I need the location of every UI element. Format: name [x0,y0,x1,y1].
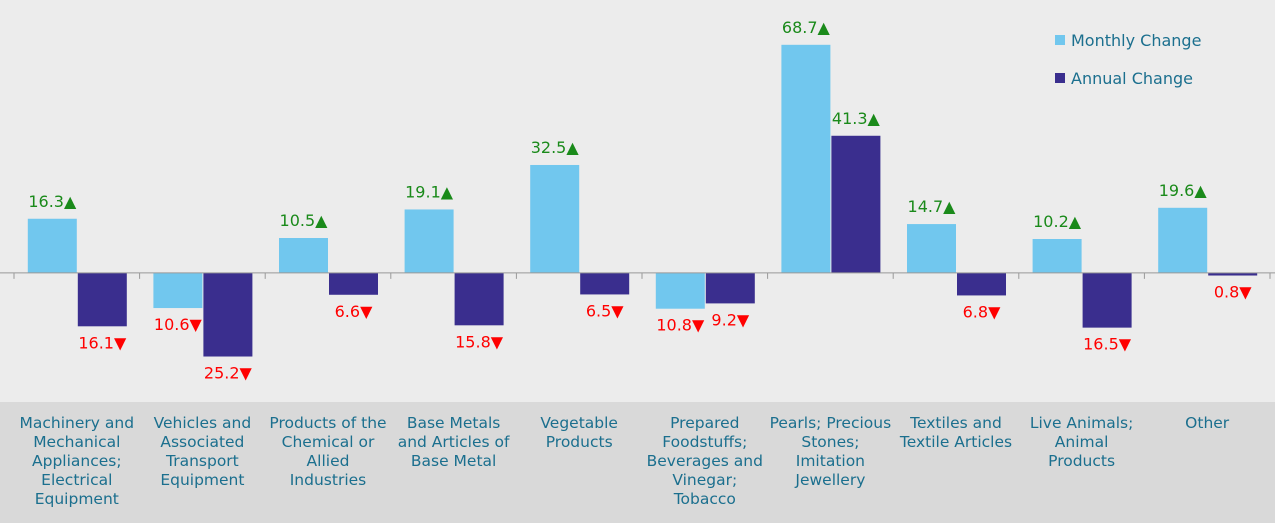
x-tick-label: Pearls; Precious Stones; Imitation Jewel… [769,414,892,489]
data-label: 19.1▲ [405,182,454,201]
data-label: 6.6▼ [335,302,373,321]
data-label: 15.8▼ [455,332,504,351]
x-tick-label: Vegetable Products [540,414,618,451]
legend-swatch [1055,73,1065,83]
data-label: 6.5▼ [586,301,624,320]
x-tick-label: Textiles and Textile Articles [899,414,1013,451]
data-label: 68.7▲ [782,18,831,37]
x-tick-label: Prepared Foodstuffs; Beverages and Vineg… [646,414,763,508]
data-label: 19.6▲ [1159,181,1208,200]
data-label: 32.5▲ [531,138,580,157]
bar [957,272,1006,296]
bar [404,209,454,273]
x-tick-label: Live Animals; Animal Products [1029,414,1134,470]
label-area [0,402,1275,523]
bar [1082,272,1132,328]
data-label: 0.8▼ [1214,283,1252,302]
bar [153,272,203,309]
bar [1158,207,1208,273]
x-tick-label: Vehicles and Associated Transport Equipm… [153,414,252,489]
bar [655,272,705,309]
data-label: 16.1▼ [78,333,127,352]
data-label: 16.3▲ [28,192,77,211]
data-label: 14.7▲ [908,197,957,216]
legend-label: Monthly Change [1071,31,1201,50]
bar [530,164,580,273]
legend-swatch [1055,35,1065,45]
data-label: 41.3▲ [832,109,881,128]
bar [203,272,253,357]
bar [279,238,328,273]
x-tick-label: Other [1185,414,1230,432]
data-label: 25.2▼ [204,364,253,383]
bar [1032,239,1082,273]
x-tick-label: Base Metals and Articles of Base Metal [397,414,510,470]
data-label: 9.2▼ [711,310,749,329]
data-label: 10.8▼ [656,316,705,335]
bar [781,44,831,273]
bar [580,272,630,295]
bar [27,218,77,273]
bar [831,135,881,273]
bar [705,272,755,304]
data-label: 6.8▼ [963,302,1001,321]
data-label: 10.5▲ [280,211,329,230]
bar [77,272,127,327]
legend-label: Annual Change [1071,69,1193,88]
x-tick-label: Products of the Chemical or Allied Indus… [269,414,387,489]
data-label: 16.5▼ [1083,335,1132,354]
plot: 16.3▲ 16.1▼ 10.6▼ 25.2▼ 10.5▲ 6.6▼ 19.1▲ 15.8▼ 3… [0,18,1275,383]
bar [907,224,956,273]
bar [454,272,504,326]
bar [1208,272,1258,276]
bar [329,272,378,295]
data-label: 10.6▼ [154,315,203,334]
x-tick-label: Machinery and Mechanical Appliances; Ele… [19,414,135,508]
data-label: 10.2▲ [1033,212,1082,231]
